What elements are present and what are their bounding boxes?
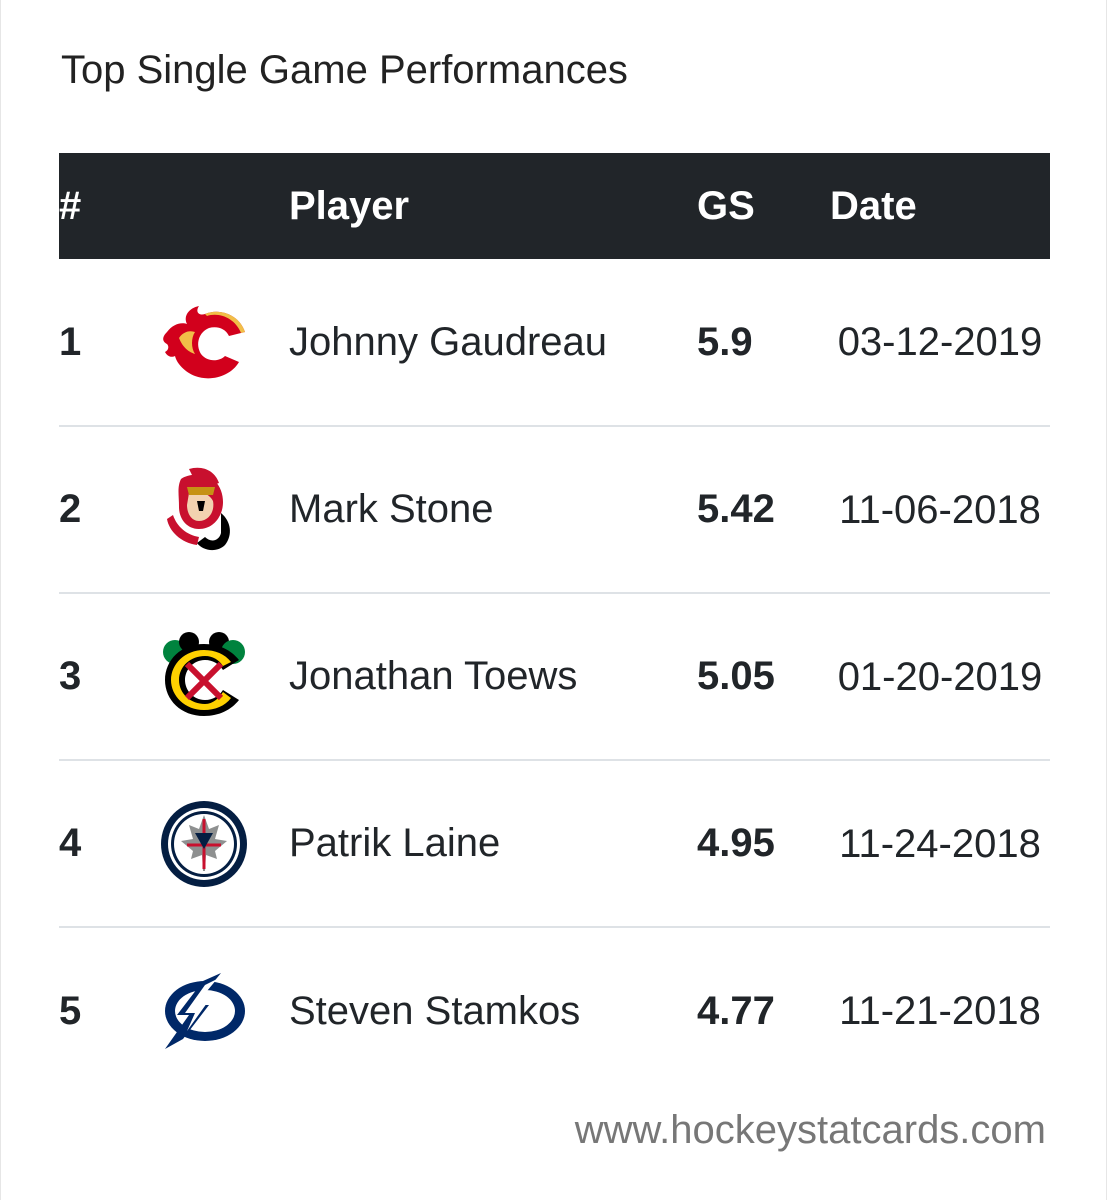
table-row: 4 Patrik Laine 4.95 11-24-2018 <box>59 760 1050 927</box>
header-date: Date <box>830 183 917 228</box>
row-player: Mark Stone <box>289 487 494 531</box>
table-row: 3 Jonathan Toews 5.05 01-20-2019 <box>59 593 1050 760</box>
row-rank: 4 <box>59 821 82 865</box>
row-rank: 3 <box>59 654 82 698</box>
row-gs: 4.77 <box>697 988 775 1033</box>
table-row: 1 Johnny Gaudreau 5.9 03-12-2019 <box>59 259 1050 426</box>
tampa-bay-lightning-logo <box>159 927 289 1094</box>
row-gs: 4.95 <box>697 821 775 865</box>
row-player: Patrik Laine <box>289 821 501 865</box>
performance-table: # Player GS Date 1 Johnny Gaudreau <box>59 153 1050 1094</box>
row-gs: 5.05 <box>697 654 775 698</box>
table-header: # Player GS Date <box>59 153 1050 259</box>
row-date: 11-24-2018 <box>839 821 1041 866</box>
row-rank: 5 <box>59 988 82 1033</box>
row-date: 01-20-2019 <box>837 654 1043 699</box>
table-row: 5 Steven Stamkos 4.77 11-21-2018 <box>59 927 1050 1094</box>
footer-watermark: www.hockeystatcards.com <box>574 1108 1046 1152</box>
card-title: Top Single Game Performances <box>61 48 628 92</box>
header-rank: # <box>59 183 82 228</box>
row-rank: 2 <box>59 487 82 531</box>
row-player: Jonathan Toews <box>289 654 578 698</box>
row-player: Steven Stamkos <box>289 988 581 1033</box>
row-date: 11-21-2018 <box>839 989 1041 1033</box>
header-logo-spacer <box>159 153 289 259</box>
winnipeg-jets-logo <box>159 760 289 927</box>
header-player: Player <box>289 183 410 228</box>
chicago-blackhawks-logo <box>159 593 289 760</box>
calgary-flames-logo <box>159 259 289 426</box>
row-date: 03-12-2019 <box>837 320 1043 364</box>
ottawa-senators-logo <box>159 426 289 593</box>
header-gs: GS <box>697 183 755 228</box>
table-row: 2 Mark Stone 5.42 11-06-2018 <box>59 426 1050 593</box>
row-gs: 5.9 <box>697 319 753 364</box>
row-player: Johnny Gaudreau <box>289 319 608 364</box>
row-gs: 5.42 <box>697 487 775 531</box>
row-date: 11-06-2018 <box>839 487 1041 532</box>
row-rank: 1 <box>59 319 82 364</box>
